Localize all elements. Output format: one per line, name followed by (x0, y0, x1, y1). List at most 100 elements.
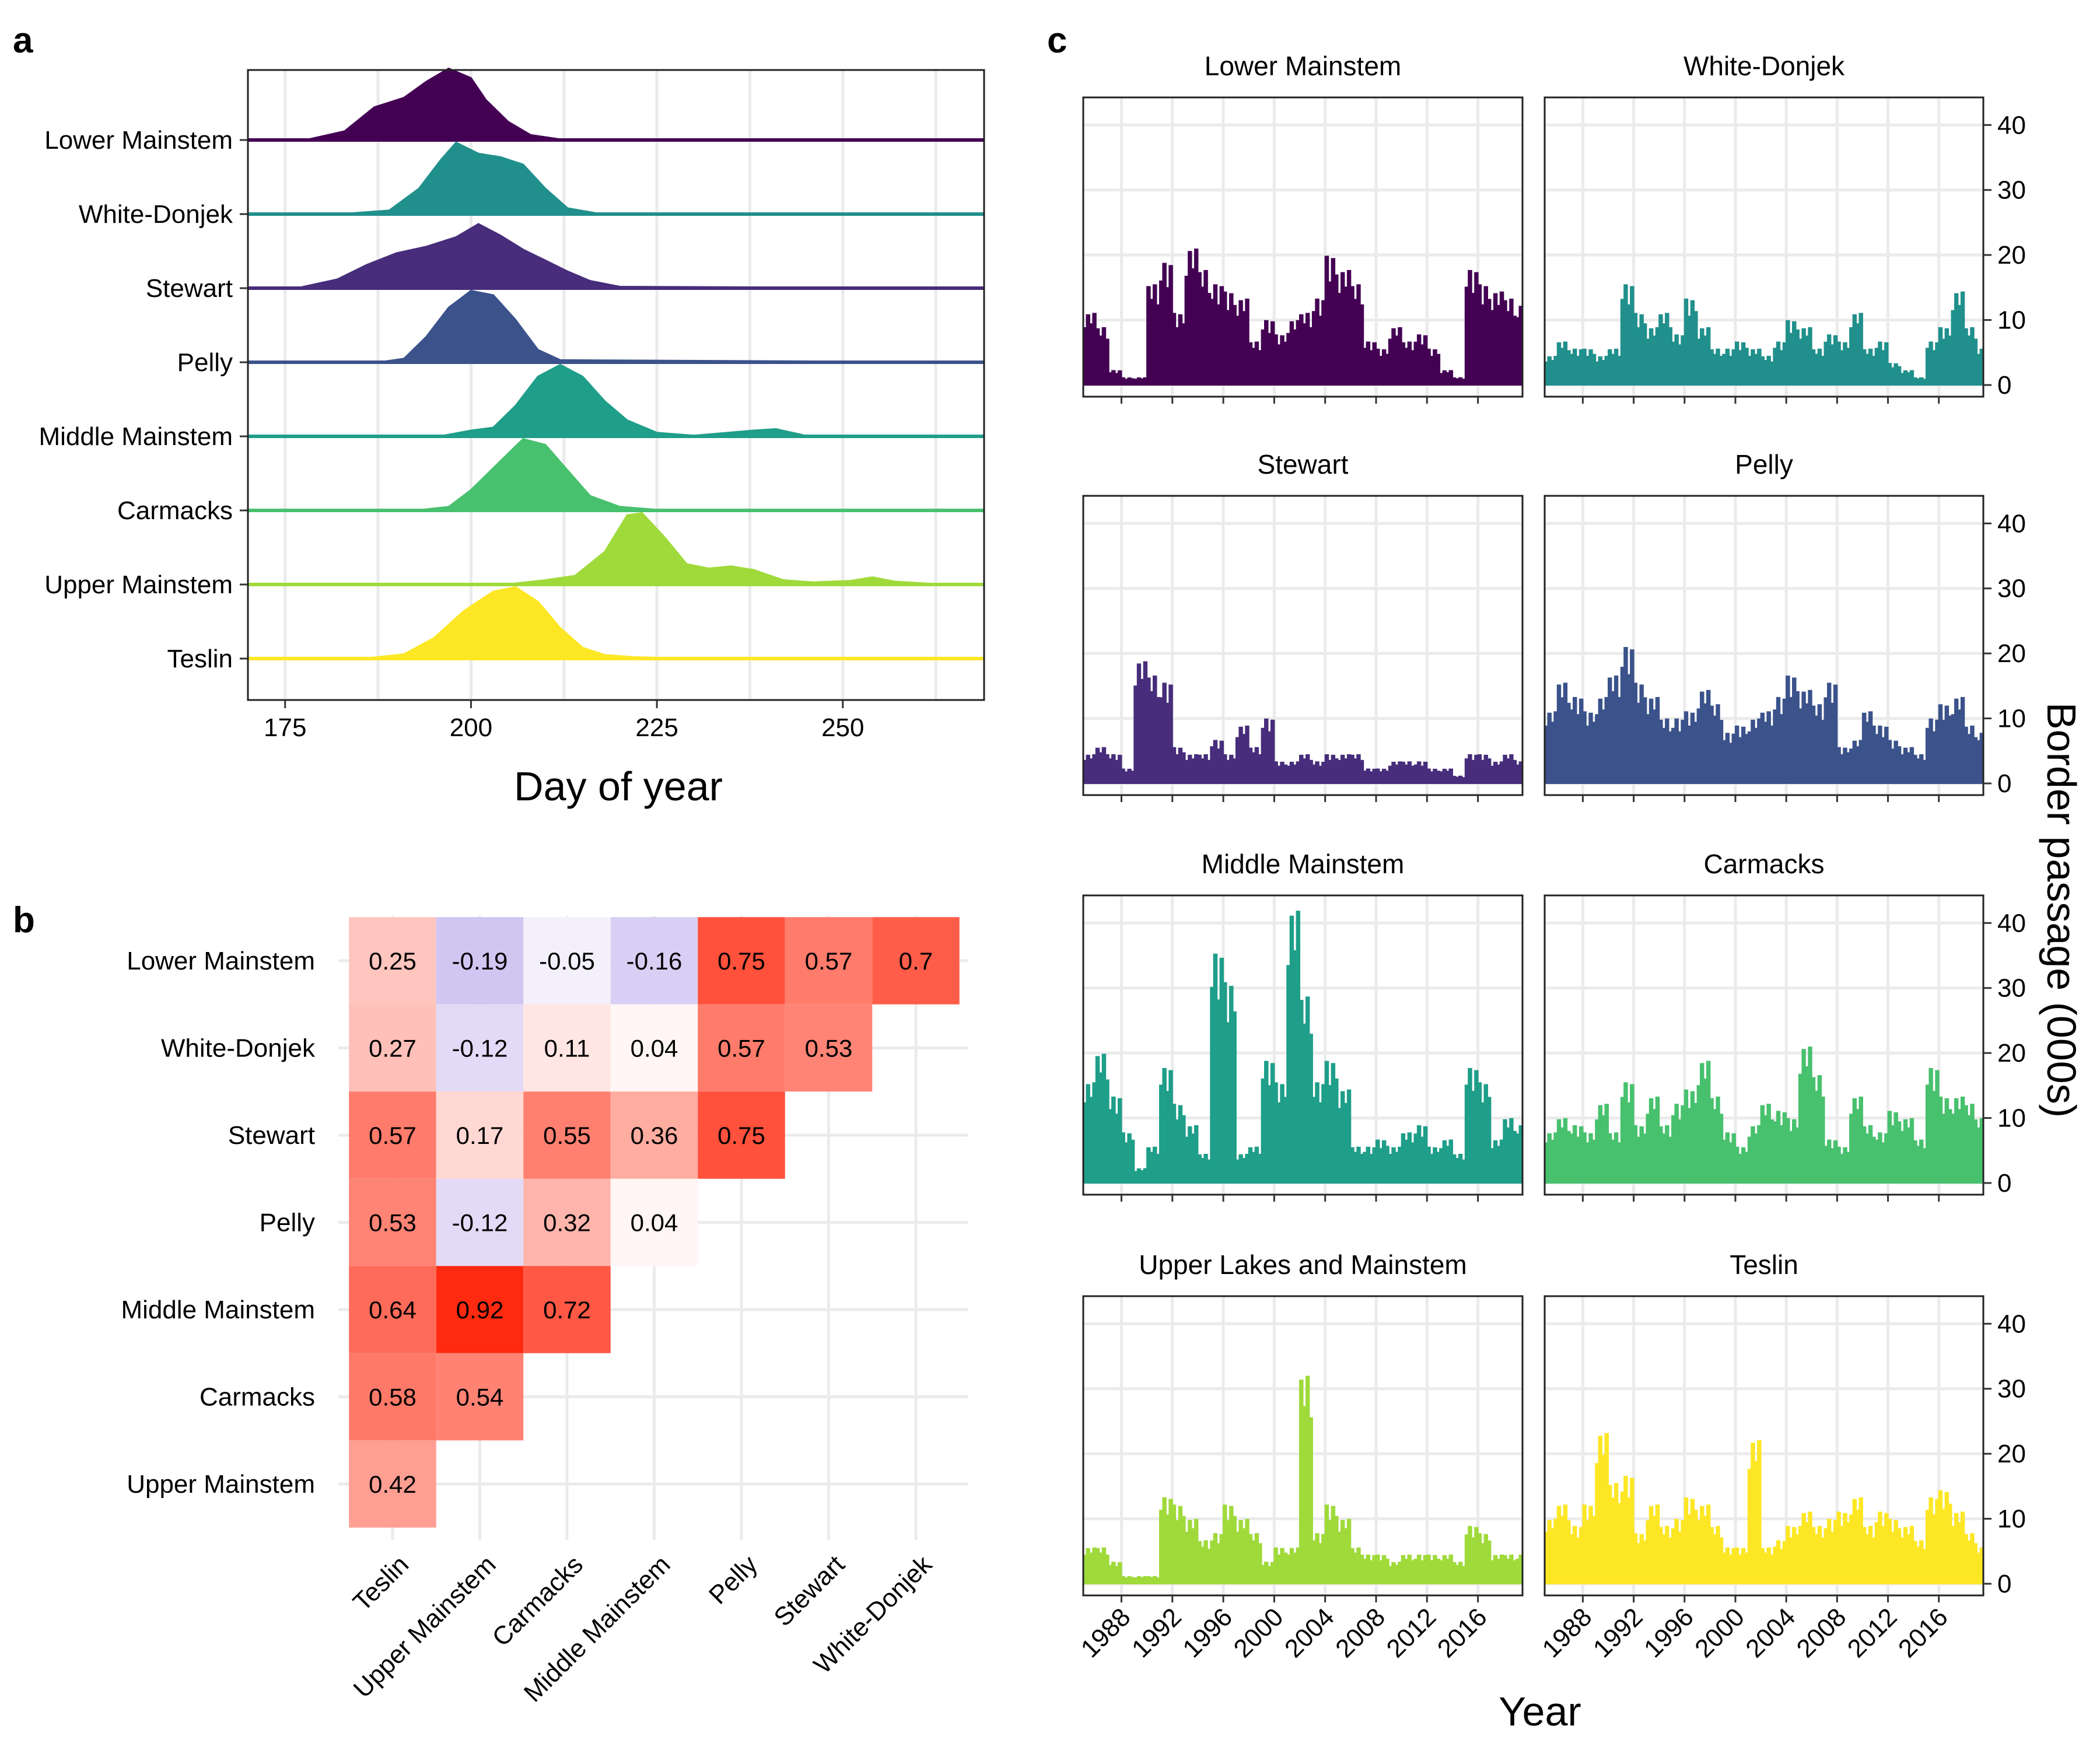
x-tick-label: 175 (264, 713, 306, 742)
heatmap-cell (698, 1091, 785, 1179)
cell-value: 0.7 (899, 947, 933, 975)
x-tick-label: 1988 (1076, 1602, 1136, 1663)
cell-value: 0.36 (631, 1122, 678, 1149)
facet-title: Teslin (1730, 1250, 1798, 1280)
cell-value: 0.57 (718, 1035, 765, 1062)
cell-value: -0.19 (452, 947, 508, 975)
ridge-label: Stewart (146, 274, 233, 303)
cell-value: 0.27 (369, 1035, 416, 1062)
ridge-white-donjek (247, 141, 985, 215)
ridge-label: Upper Mainstem (44, 570, 233, 599)
y-tick-label: 10 (1997, 306, 2026, 335)
heatmap-cell (349, 1004, 436, 1092)
cell-value: 0.32 (543, 1209, 591, 1237)
heatmap-cell (436, 1178, 524, 1266)
cell-value: 0.04 (631, 1209, 678, 1237)
facet-title: White-Donjek (1684, 51, 1845, 81)
y-tick-label: 0 (1997, 371, 2011, 400)
y-tick-label: 20 (1997, 1440, 2026, 1468)
cell-value: -0.12 (452, 1035, 508, 1062)
facet-stewart: Stewart (1082, 449, 1524, 802)
facet-frame (1544, 1295, 1985, 1597)
heatmap-cell (349, 1091, 436, 1179)
row-label: Carmacks (200, 1383, 315, 1412)
cell-value: -0.16 (626, 947, 682, 975)
y-tick-label: 30 (1997, 974, 2026, 1003)
x-tick-label: 1992 (1126, 1602, 1187, 1663)
row-label: Upper Mainstem (127, 1470, 315, 1499)
row-label: Pelly (260, 1209, 315, 1237)
cell-value: 0.17 (456, 1122, 504, 1149)
cell-value: 0.25 (369, 947, 416, 975)
x-tick-label: 225 (635, 713, 678, 742)
ridge-label: Pelly (177, 348, 233, 377)
col-label: Teslin (348, 1550, 414, 1616)
heatmap-cell (523, 1266, 611, 1353)
panel-label-c: c (1047, 20, 1067, 61)
heatmap-cell (436, 917, 524, 1005)
correlation-heatmap: 0.25 -0.19 -0.05 -0.16 0.75 0.57 0.7 0.27 -0.12 0… (121, 916, 968, 1707)
heatmap-cell (610, 1178, 698, 1266)
heatmap-cell (610, 1091, 698, 1179)
facet-white-donjek: White-Donjek 0 10 20 30 40 (1544, 51, 2026, 404)
ridge-middle-mainstem (247, 363, 985, 438)
ridgeline-chart: Lower Mainstem White-Donjek Stewart Pelly Mi… (38, 67, 985, 742)
col-label: Middle Mainstem (519, 1550, 676, 1707)
cell-value: 0.58 (369, 1384, 416, 1411)
bar-series (1083, 911, 1522, 1184)
cell-value: 0.75 (718, 947, 765, 975)
y-tick-label: 30 (1997, 1375, 2026, 1404)
facet-frame (1082, 894, 1524, 1196)
facet-title: Stewart (1258, 449, 1349, 480)
facet-frame (1544, 96, 1985, 398)
ridge-teslin (247, 586, 985, 660)
y-tick-label: 20 (1997, 241, 2026, 270)
facet-title: Pelly (1735, 449, 1793, 480)
cell-value: 0.72 (543, 1296, 591, 1324)
x-tick-label: 2016 (1432, 1602, 1493, 1663)
ridge-label: White-Donjek (79, 200, 233, 229)
x-tick-label: 1996 (1177, 1602, 1238, 1663)
facet-frame (1544, 495, 1985, 796)
heatmap-cell (349, 1178, 436, 1266)
panel-label-a: a (13, 20, 33, 61)
cell-value: 0.57 (369, 1122, 416, 1149)
heatmap-cell (523, 1091, 611, 1179)
ridge-label: Carmacks (117, 496, 233, 525)
cell-value: 0.64 (369, 1296, 416, 1324)
heatmap-cell (698, 1004, 785, 1092)
ridge-lower-mainstem (247, 67, 985, 141)
cell-value: 0.11 (544, 1035, 590, 1062)
x-tick-label: 2000 (1228, 1602, 1289, 1663)
cell-value: 0.53 (369, 1209, 416, 1237)
y-tick-label: 20 (1997, 1039, 2026, 1068)
y-tick-label: 20 (1997, 639, 2026, 668)
y-tick-label: 40 (1997, 909, 2026, 937)
cell-value: 0.92 (456, 1296, 504, 1324)
heatmap-cell (610, 917, 698, 1005)
x-tick-label: 2012 (1381, 1602, 1442, 1663)
bar-series (1545, 1433, 1983, 1584)
y-tick-label: 10 (1997, 1104, 2026, 1133)
facet-title: Middle Mainstem (1202, 849, 1405, 879)
heatmap-cell (785, 917, 873, 1005)
cell-value: -0.05 (539, 947, 595, 975)
facet-title: Carmacks (1703, 849, 1824, 879)
heatmap-cell (436, 1266, 524, 1353)
row-label: White-Donjek (161, 1034, 316, 1063)
x-tick-label: 1988 (1537, 1602, 1598, 1663)
facet-carmacks: Carmacks 0 10 20 30 40 (1544, 849, 2026, 1202)
heatmap-cell (610, 1004, 698, 1092)
heatmap-cell (349, 1266, 436, 1353)
cell-value: 0.55 (543, 1122, 591, 1149)
x-tick-label: 2008 (1791, 1602, 1852, 1663)
ridge-label: Teslin (167, 645, 233, 673)
heatmap-cell (698, 917, 785, 1005)
facet-teslin: Teslin0102030401988199219962000200420082… (1537, 1250, 2026, 1663)
cell-value: 0.53 (805, 1035, 853, 1062)
y-tick-label: 30 (1997, 176, 2026, 205)
ridge-upper-mainstem (247, 512, 985, 586)
heatmap-cell (436, 1353, 524, 1441)
heatmap-cell (349, 1353, 436, 1441)
